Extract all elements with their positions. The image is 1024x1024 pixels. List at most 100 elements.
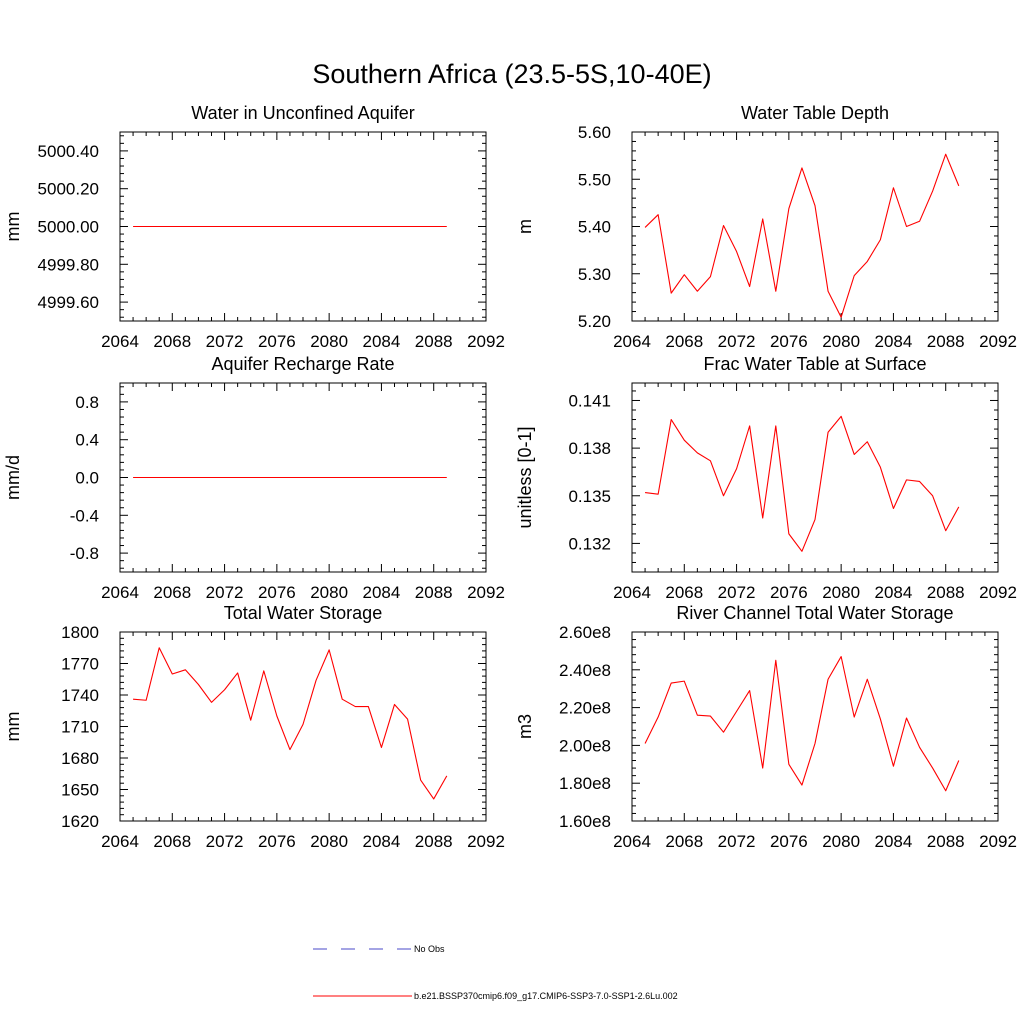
series-line bbox=[644, 656, 960, 792]
x-tick-label: 2072 bbox=[718, 583, 756, 602]
x-tick-label: 2088 bbox=[927, 583, 965, 602]
x-tick-label: 2088 bbox=[927, 832, 965, 851]
x-tick-label: 2088 bbox=[415, 832, 453, 851]
x-tick-label: 2080 bbox=[310, 583, 348, 602]
x-tick-label: 2084 bbox=[875, 332, 913, 351]
y-tick-label: 0.138 bbox=[568, 439, 611, 458]
x-tick-label: 2076 bbox=[770, 832, 808, 851]
y-tick-label: 0.0 bbox=[75, 469, 99, 488]
x-tick-label: 2080 bbox=[310, 332, 348, 351]
y-tick-label: 1680 bbox=[61, 749, 99, 768]
x-tick-label: 2080 bbox=[822, 583, 860, 602]
chart-panel: River Channel Total Water Storage 2064 206… bbox=[515, 603, 1017, 851]
x-tick-label: 2068 bbox=[153, 583, 191, 602]
y-tick-label: 1650 bbox=[61, 781, 99, 800]
x-tick-label: 2068 bbox=[153, 332, 191, 351]
legend-model-label: b.e21.BSSP370cmip6.f09_g17.CMIP6-SSP3-7.… bbox=[414, 991, 678, 1001]
x-tick-label: 2092 bbox=[979, 583, 1017, 602]
chart-panel: Total Water Storage 2064 2068 2072 2076 2080 2… bbox=[3, 603, 505, 851]
y-axis-label: m bbox=[515, 219, 535, 234]
y-tick-label: 5.20 bbox=[578, 312, 611, 331]
y-axis-label: mm bbox=[3, 212, 23, 242]
x-tick-label: 2084 bbox=[363, 583, 401, 602]
x-tick-label: 2092 bbox=[979, 832, 1017, 851]
panel-title: Total Water Storage bbox=[224, 603, 382, 623]
x-tick-label: 2092 bbox=[467, 583, 505, 602]
x-tick-label: 2072 bbox=[718, 832, 756, 851]
x-tick-label: 2068 bbox=[665, 583, 703, 602]
x-tick-label: 2092 bbox=[467, 332, 505, 351]
x-tick-label: 2068 bbox=[665, 332, 703, 351]
panel-title: Water Table Depth bbox=[741, 103, 889, 123]
x-tick-label: 2076 bbox=[770, 583, 808, 602]
y-tick-label: 0.8 bbox=[75, 393, 99, 412]
x-tick-label: 2080 bbox=[822, 832, 860, 851]
y-tick-label: 2.40e8 bbox=[559, 661, 611, 680]
y-tick-label: 1710 bbox=[61, 718, 99, 737]
y-tick-label: 4999.60 bbox=[38, 293, 99, 312]
chart-panel: Frac Water Table at Surface 2064 2068 2072 2… bbox=[515, 354, 1017, 602]
y-tick-label: 5.60 bbox=[578, 123, 611, 142]
series-line bbox=[645, 415, 960, 552]
panel-title: Water in Unconfined Aquifer bbox=[191, 103, 414, 123]
x-tick-label: 2064 bbox=[101, 832, 139, 851]
chart-panel: Aquifer Recharge Rate 2064 2068 2072 2076 208… bbox=[3, 354, 505, 602]
x-tick-label: 2072 bbox=[718, 332, 756, 351]
y-tick-label: 0.132 bbox=[568, 534, 611, 553]
chart-panel: Water in Unconfined Aquifer 2064 2068 2072 2… bbox=[3, 103, 505, 351]
x-tick-label: 2064 bbox=[613, 832, 651, 851]
x-tick-label: 2064 bbox=[101, 583, 139, 602]
x-tick-label: 2076 bbox=[770, 332, 808, 351]
x-tick-label: 2092 bbox=[467, 832, 505, 851]
panel-title: Frac Water Table at Surface bbox=[703, 354, 926, 374]
x-tick-label: 2068 bbox=[153, 832, 191, 851]
y-tick-label: 1.60e8 bbox=[559, 812, 611, 831]
legend-obs-label: No Obs bbox=[414, 944, 445, 954]
x-tick-label: 2076 bbox=[258, 583, 296, 602]
y-axis-label: m3 bbox=[515, 714, 535, 739]
y-tick-label: 5.50 bbox=[578, 170, 611, 189]
y-tick-label: 1740 bbox=[61, 686, 99, 705]
x-tick-label: 2072 bbox=[206, 832, 244, 851]
x-tick-label: 2084 bbox=[363, 832, 401, 851]
y-tick-label: -0.4 bbox=[70, 506, 99, 525]
y-tick-label: 1.80e8 bbox=[559, 774, 611, 793]
y-tick-label: 5000.00 bbox=[38, 218, 99, 237]
y-tick-label: 5.30 bbox=[578, 265, 611, 284]
y-tick-label: -0.8 bbox=[70, 544, 99, 563]
figure-title: Southern Africa (23.5-5S,10-40E) bbox=[312, 59, 711, 89]
y-tick-label: 1620 bbox=[61, 812, 99, 831]
panel-title: River Channel Total Water Storage bbox=[676, 603, 953, 623]
x-tick-label: 2088 bbox=[415, 583, 453, 602]
y-tick-label: 5.40 bbox=[578, 218, 611, 237]
y-tick-label: 2.00e8 bbox=[559, 736, 611, 755]
y-tick-label: 1800 bbox=[61, 623, 99, 642]
y-tick-label: 0.4 bbox=[75, 431, 99, 450]
series-line bbox=[133, 647, 448, 800]
x-tick-label: 2092 bbox=[979, 332, 1017, 351]
x-tick-label: 2088 bbox=[415, 332, 453, 351]
x-tick-label: 2064 bbox=[613, 332, 651, 351]
y-tick-label: 1770 bbox=[61, 655, 99, 674]
y-tick-label: 4999.80 bbox=[38, 255, 99, 274]
chart-panel: Water Table Depth 2064 2068 2072 2076 2080 208… bbox=[515, 103, 1017, 351]
y-tick-label: 0.141 bbox=[568, 391, 611, 410]
x-tick-label: 2084 bbox=[875, 832, 913, 851]
y-axis-label: mm/d bbox=[3, 455, 23, 500]
y-tick-label: 0.135 bbox=[568, 487, 611, 506]
x-tick-label: 2068 bbox=[665, 832, 703, 851]
x-tick-label: 2076 bbox=[258, 832, 296, 851]
panel-title: Aquifer Recharge Rate bbox=[211, 354, 394, 374]
x-tick-label: 2080 bbox=[822, 332, 860, 351]
y-tick-label: 2.60e8 bbox=[559, 623, 611, 642]
panels: Water in Unconfined Aquifer 2064 2068 2072 2… bbox=[3, 103, 1017, 851]
x-tick-label: 2084 bbox=[363, 332, 401, 351]
x-tick-label: 2080 bbox=[310, 832, 348, 851]
x-tick-label: 2064 bbox=[613, 583, 651, 602]
y-axis-label: mm bbox=[3, 712, 23, 742]
series-line bbox=[644, 153, 960, 318]
y-tick-label: 2.20e8 bbox=[559, 699, 611, 718]
y-tick-label: 5000.40 bbox=[38, 142, 99, 161]
